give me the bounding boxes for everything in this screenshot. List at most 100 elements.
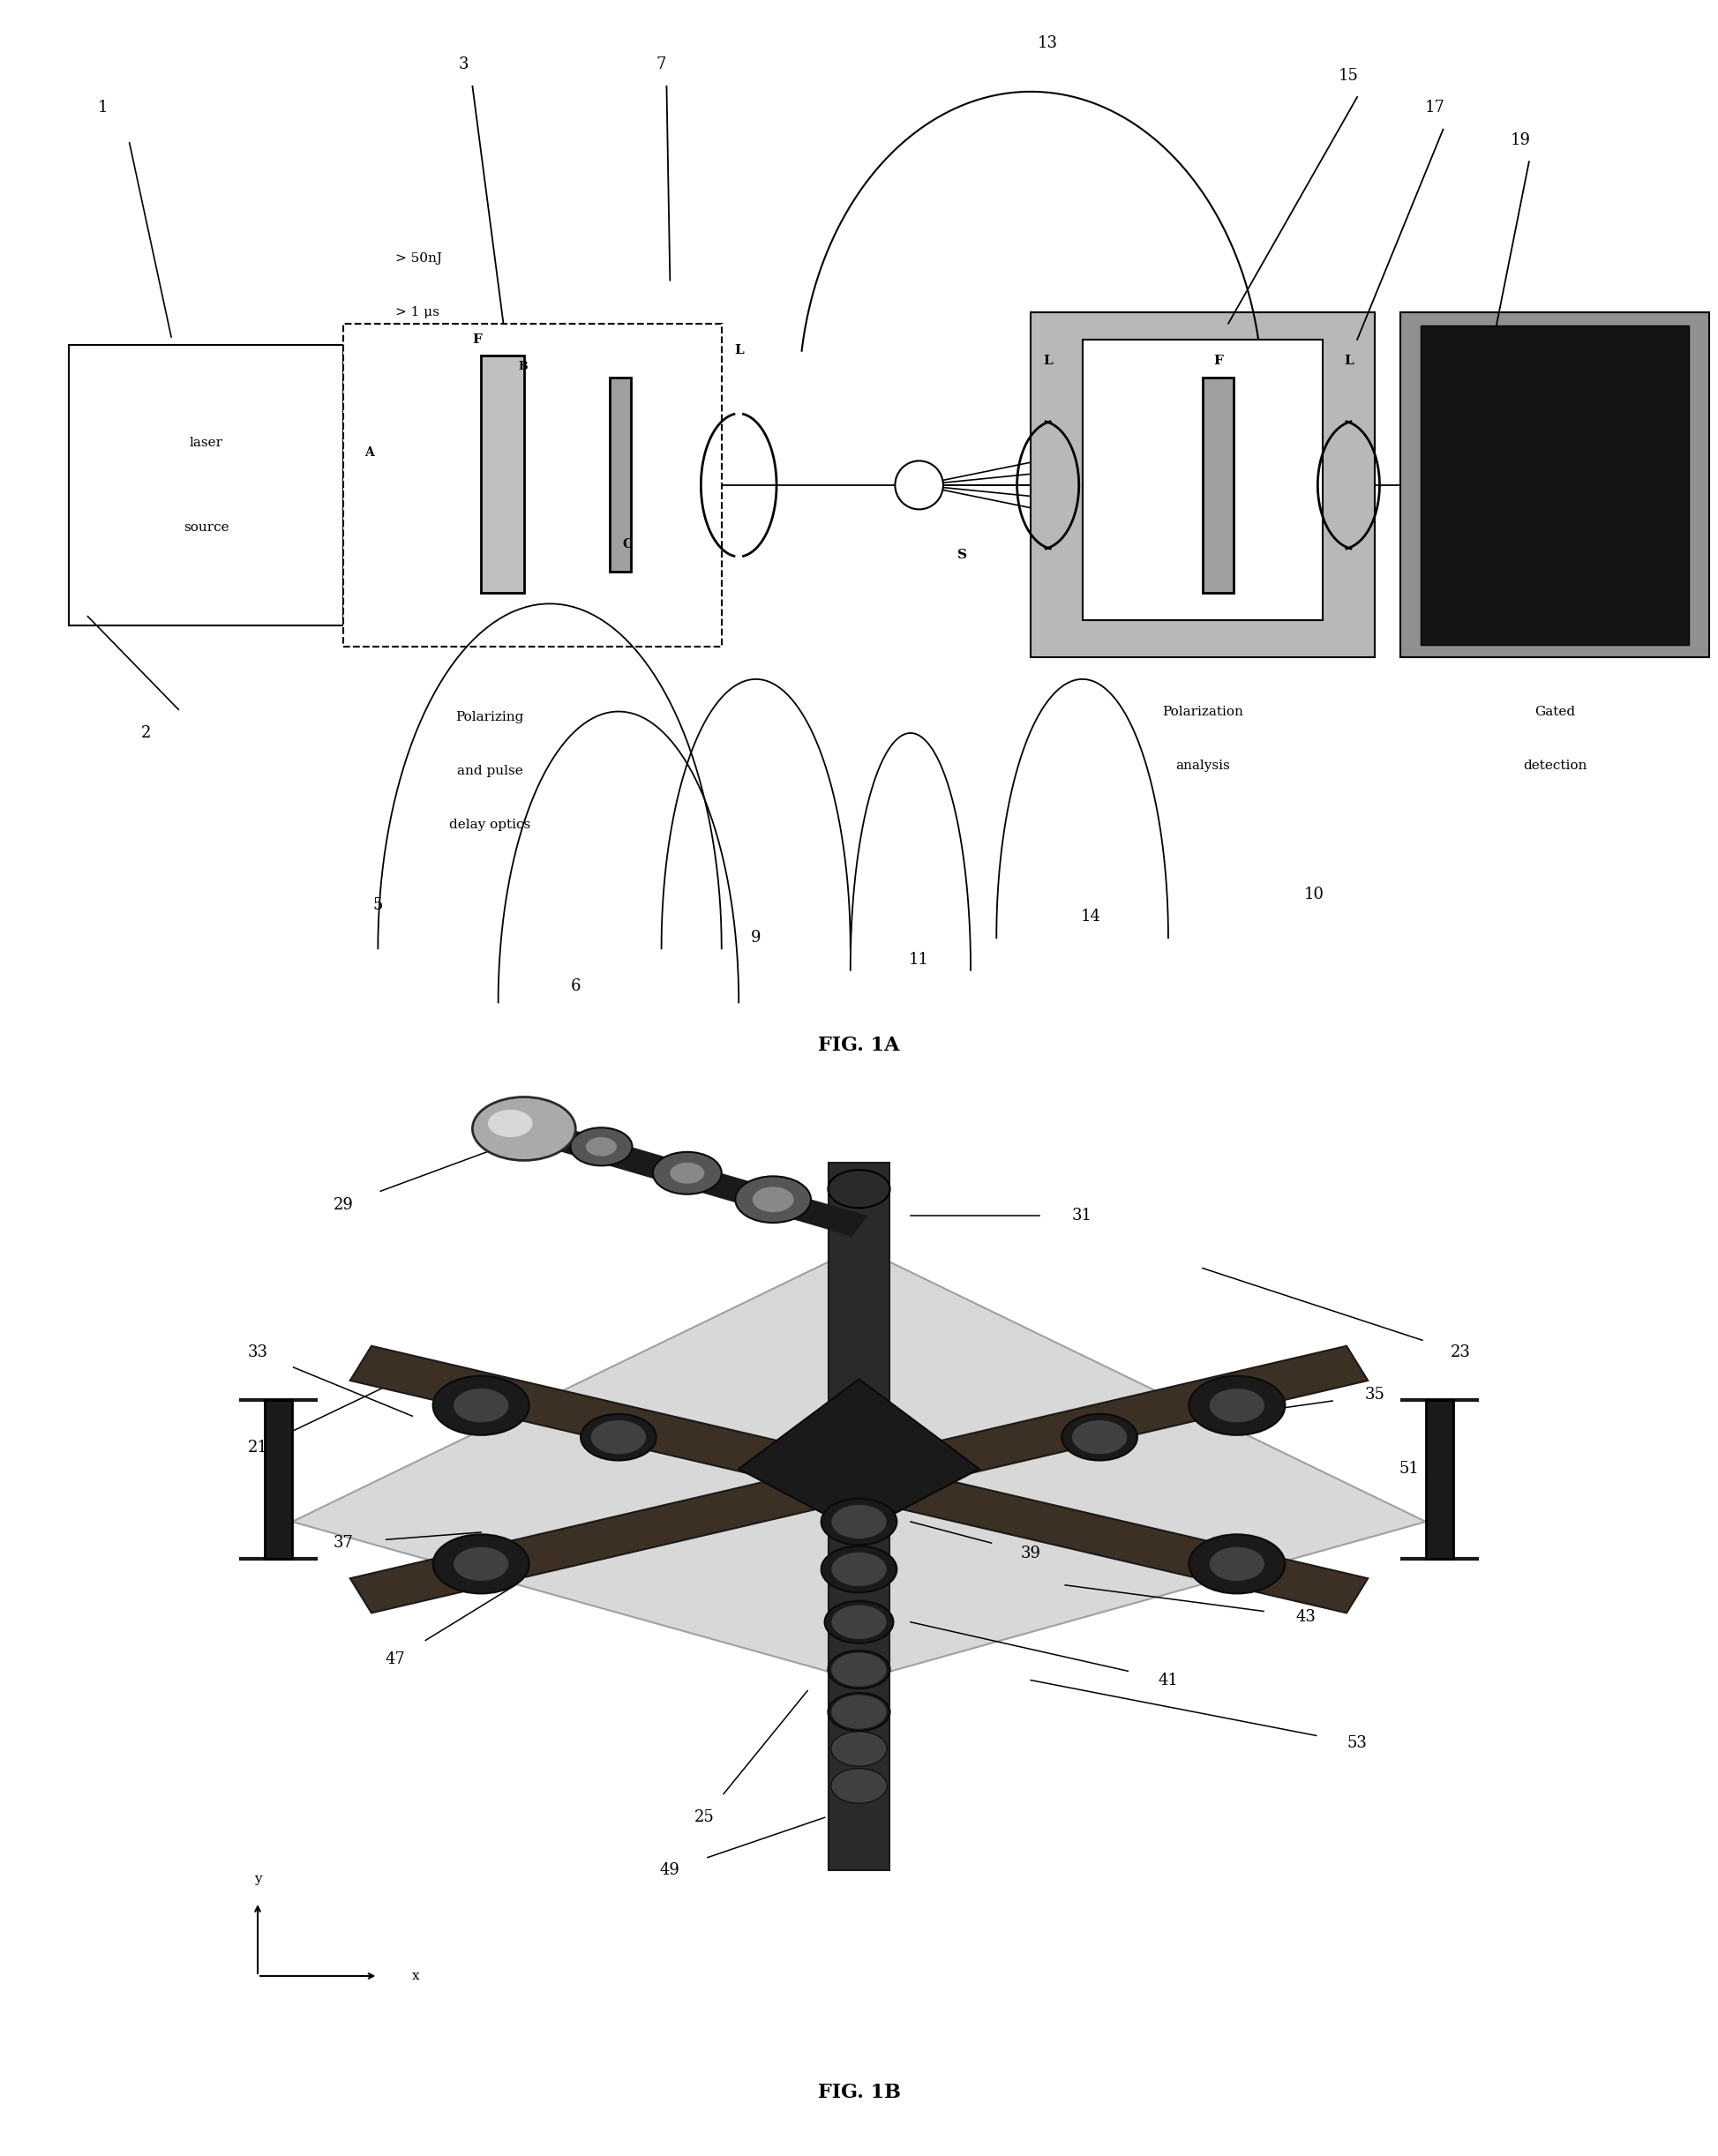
Polygon shape (739, 1380, 979, 1533)
Text: 43: 43 (1295, 1608, 1316, 1626)
Circle shape (433, 1535, 529, 1593)
Bar (344, 323, 722, 647)
Text: 11: 11 (909, 951, 929, 968)
Text: Polarizing: Polarizing (455, 711, 524, 722)
Circle shape (832, 1695, 886, 1729)
Circle shape (832, 1505, 886, 1539)
Circle shape (832, 1654, 886, 1686)
Polygon shape (830, 1479, 890, 1869)
Bar (610, 377, 631, 571)
Circle shape (832, 1768, 886, 1802)
Circle shape (828, 1692, 890, 1731)
Polygon shape (849, 1462, 1368, 1613)
Circle shape (832, 1552, 886, 1587)
Text: 33: 33 (247, 1345, 268, 1360)
Circle shape (1209, 1548, 1264, 1580)
Text: 9: 9 (751, 929, 761, 946)
Text: detection: detection (1522, 759, 1587, 772)
Text: 21: 21 (247, 1440, 268, 1455)
Bar (1426, 1399, 1453, 1559)
Text: y: y (254, 1874, 261, 1884)
Circle shape (670, 1162, 704, 1184)
Circle shape (821, 1546, 897, 1593)
Text: analysis: analysis (1175, 759, 1230, 772)
Circle shape (591, 1421, 646, 1453)
Circle shape (454, 1388, 509, 1423)
Text: L: L (734, 345, 744, 356)
Text: 17: 17 (1424, 99, 1445, 116)
Text: 51: 51 (1398, 1462, 1419, 1477)
Circle shape (454, 1548, 509, 1580)
Text: FIG. 1A: FIG. 1A (818, 1035, 900, 1056)
Circle shape (1072, 1421, 1127, 1453)
Circle shape (828, 1651, 890, 1688)
Circle shape (570, 1128, 632, 1166)
Text: 31: 31 (1072, 1207, 1093, 1222)
Text: 7: 7 (656, 56, 667, 73)
Circle shape (1189, 1376, 1285, 1436)
Text: S: S (957, 550, 967, 561)
Text: 53: 53 (1347, 1736, 1368, 1751)
Circle shape (832, 1731, 886, 1766)
Text: x: x (412, 1971, 419, 1981)
Bar (1400, 313, 1709, 658)
Bar (69, 345, 344, 625)
Circle shape (586, 1136, 617, 1156)
Bar (1421, 326, 1689, 645)
Text: 3: 3 (459, 56, 469, 73)
Circle shape (1062, 1414, 1137, 1460)
Text: 13: 13 (1038, 34, 1058, 52)
Circle shape (832, 1731, 886, 1766)
Circle shape (488, 1110, 533, 1136)
Circle shape (752, 1186, 794, 1212)
Polygon shape (350, 1345, 869, 1496)
Text: F: F (472, 334, 481, 345)
Text: delay optics: delay optics (448, 819, 531, 830)
Text: Polarization: Polarization (1161, 705, 1244, 718)
Circle shape (735, 1177, 811, 1222)
Text: 1: 1 (98, 99, 108, 116)
Circle shape (832, 1768, 886, 1802)
Text: 19: 19 (1510, 132, 1531, 149)
Text: 35: 35 (1364, 1386, 1385, 1404)
Text: B: B (519, 360, 527, 373)
Circle shape (825, 1602, 893, 1643)
Text: 49: 49 (660, 1863, 680, 1878)
Circle shape (433, 1376, 529, 1436)
Bar (265, 1399, 292, 1559)
Bar (1031, 313, 1374, 658)
Text: F: F (1213, 356, 1223, 367)
Text: 10: 10 (1304, 886, 1325, 903)
Text: > 50nJ: > 50nJ (395, 252, 442, 265)
Circle shape (832, 1606, 886, 1639)
Text: > 1 μs: > 1 μs (395, 306, 440, 319)
Bar (1082, 341, 1323, 621)
Text: source: source (184, 522, 228, 533)
Text: 41: 41 (1158, 1673, 1179, 1688)
Polygon shape (292, 1246, 1426, 1680)
Polygon shape (350, 1462, 869, 1613)
Polygon shape (849, 1345, 1368, 1496)
Polygon shape (830, 1162, 890, 1479)
Circle shape (472, 1097, 576, 1160)
Text: A: A (364, 446, 375, 459)
Circle shape (821, 1498, 897, 1546)
Text: 47: 47 (385, 1651, 405, 1667)
Text: 5: 5 (373, 897, 383, 914)
Text: FIG. 1B: FIG. 1B (818, 2083, 900, 2102)
Text: L: L (1343, 356, 1354, 367)
Text: and pulse: and pulse (457, 765, 522, 776)
Circle shape (653, 1151, 722, 1194)
Text: 23: 23 (1450, 1345, 1471, 1360)
Circle shape (581, 1414, 656, 1460)
Circle shape (1209, 1388, 1264, 1423)
Circle shape (1189, 1535, 1285, 1593)
Text: 6: 6 (570, 979, 581, 994)
Text: 39: 39 (1020, 1546, 1041, 1561)
Text: 14: 14 (1081, 908, 1101, 925)
Bar (1203, 377, 1234, 593)
Polygon shape (526, 1121, 866, 1235)
Text: Gated: Gated (1534, 705, 1575, 718)
Text: 29: 29 (333, 1197, 354, 1212)
Text: 25: 25 (694, 1809, 715, 1826)
